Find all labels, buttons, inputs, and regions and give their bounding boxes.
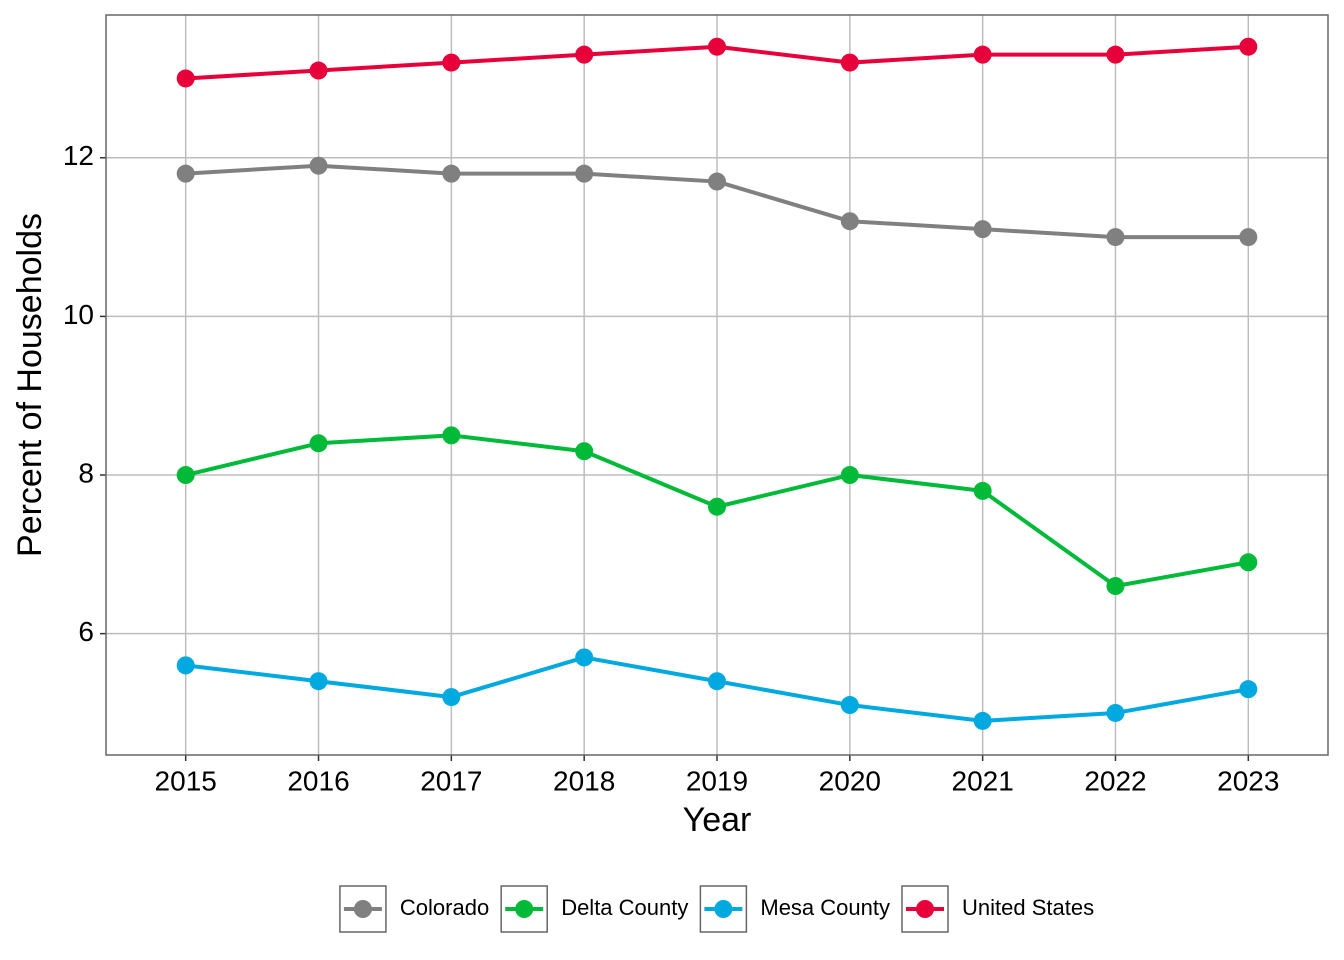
legend-label: Mesa County (760, 895, 890, 920)
x-axis-title: Year (683, 801, 752, 839)
point (309, 434, 328, 453)
x-tick-label: 2019 (686, 765, 748, 796)
x-tick-label: 2021 (952, 765, 1014, 796)
point (1106, 703, 1125, 722)
point (309, 61, 328, 80)
point (973, 481, 992, 500)
point (973, 45, 992, 64)
point (442, 426, 461, 445)
x-tick-label: 2022 (1084, 765, 1146, 796)
point (840, 466, 859, 485)
x-tick-label: 2018 (553, 765, 615, 796)
x-tick-label: 2023 (1217, 765, 1279, 796)
point (708, 172, 726, 191)
point (575, 45, 594, 64)
point (176, 69, 195, 88)
y-tick-label: 8 (78, 457, 94, 488)
x-tick-label: 2020 (819, 765, 881, 796)
y-tick-label: 12 (63, 140, 94, 171)
point (708, 672, 726, 691)
point (442, 688, 461, 707)
legend-label: Delta County (561, 895, 688, 920)
point (176, 164, 195, 183)
y-axis-title: Percent of Households (11, 213, 49, 557)
y-tick-label: 6 (78, 616, 94, 647)
point (1106, 228, 1125, 247)
legend-label: United States (962, 895, 1094, 920)
legend-key-point (916, 900, 935, 918)
point (442, 164, 461, 183)
point (1106, 45, 1125, 64)
x-tick-label: 2015 (155, 765, 217, 796)
point (708, 37, 726, 56)
x-tick-label: 2017 (420, 765, 482, 796)
legend-key-point (714, 900, 733, 918)
point (176, 656, 195, 675)
point (1239, 680, 1258, 699)
legend: Colorado Delta County Mesa County United St… (339, 885, 1094, 933)
point (1239, 37, 1258, 56)
point (309, 672, 328, 691)
legend-label: Colorado (400, 895, 489, 920)
legend-key-point (353, 900, 372, 918)
point (575, 164, 594, 183)
y-tick-label: 10 (63, 299, 94, 330)
point (309, 156, 328, 175)
legend-key-point (515, 900, 534, 918)
point (973, 220, 992, 239)
point (840, 53, 859, 72)
point (1106, 577, 1125, 596)
point (840, 696, 859, 715)
x-tick-label: 2016 (287, 765, 349, 796)
plot-border (105, 14, 1329, 756)
point (708, 497, 726, 516)
point (1239, 553, 1258, 572)
point (176, 466, 195, 485)
point (1239, 228, 1258, 247)
point (973, 711, 992, 730)
point (442, 53, 461, 72)
point (575, 442, 594, 461)
point (840, 212, 859, 231)
point (575, 648, 594, 667)
